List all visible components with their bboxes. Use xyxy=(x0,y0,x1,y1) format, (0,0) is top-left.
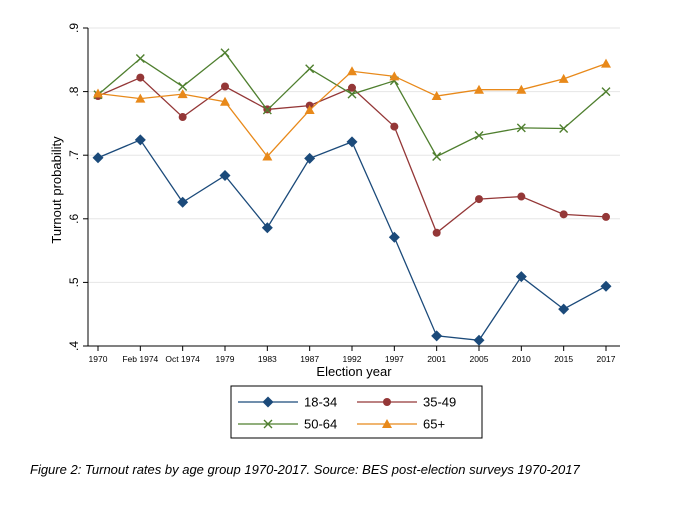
data-point xyxy=(431,91,442,101)
data-point xyxy=(600,280,612,292)
x-tick-label: 1970 xyxy=(89,354,108,364)
data-point xyxy=(262,151,273,161)
data-point xyxy=(220,96,230,106)
legend-label: 50-64 xyxy=(304,417,337,432)
x-axis-ticks: 1970 Feb 1974 Oct 1974 1979 1983 1987 1992 1997… xyxy=(89,346,616,364)
data-point xyxy=(473,334,485,346)
legend-item: 50-64 xyxy=(238,417,337,432)
y-tick-label: .7 xyxy=(67,150,81,160)
data-point xyxy=(558,303,570,315)
data-point xyxy=(136,73,145,82)
x-tick-label: Oct 1974 xyxy=(165,354,200,364)
x-tick-label: 1983 xyxy=(258,354,277,364)
data-point xyxy=(261,222,273,234)
x-tick-label: 2017 xyxy=(597,354,616,364)
data-point xyxy=(177,196,189,208)
x-tick-label: 2015 xyxy=(554,354,573,364)
data-point xyxy=(559,123,569,133)
legend-item: 18-34 xyxy=(238,395,337,410)
x-tick-label: 2010 xyxy=(512,354,531,364)
x-tick-label: 1992 xyxy=(343,354,362,364)
data-point xyxy=(135,93,146,103)
data-point xyxy=(221,82,229,91)
data-point xyxy=(559,210,568,219)
data-point xyxy=(558,73,569,83)
data-point xyxy=(304,105,315,115)
legend: 18-34 35-49 50-64 65+ xyxy=(230,385,483,439)
y-axis-ticks: .4 .5 .6 .7 .8 .9 xyxy=(67,23,88,351)
data-point xyxy=(348,83,356,92)
data-point xyxy=(178,113,187,122)
data-point xyxy=(305,64,315,74)
data-point xyxy=(304,152,316,164)
legend-label: 35-49 xyxy=(423,395,456,410)
data-point xyxy=(515,271,527,283)
data-point xyxy=(431,330,443,342)
data-point xyxy=(92,152,104,164)
data-point xyxy=(177,89,188,99)
series-65+ xyxy=(93,58,611,161)
x-axis-title: Election year xyxy=(316,364,392,379)
data-point xyxy=(390,122,399,131)
x-tick-label: 2001 xyxy=(427,354,446,364)
y-axis-title: Turnout probability xyxy=(49,136,64,244)
data-point xyxy=(389,71,400,81)
data-point xyxy=(178,82,188,92)
data-point xyxy=(219,170,231,182)
data-point xyxy=(347,89,357,99)
x-tick-label: Feb 1974 xyxy=(122,354,158,364)
data-point xyxy=(516,123,526,133)
y-tick-label: .5 xyxy=(67,277,81,287)
data-point xyxy=(220,48,230,58)
legend-marker xyxy=(262,396,274,408)
data-point xyxy=(432,151,442,161)
data-point xyxy=(93,88,103,98)
legend-marker xyxy=(382,419,392,428)
data-point xyxy=(602,212,610,221)
legend-item: 35-49 xyxy=(357,395,456,410)
data-point xyxy=(516,84,527,94)
y-tick-label: .9 xyxy=(67,23,81,33)
data-point xyxy=(347,66,357,76)
data-point xyxy=(474,130,484,140)
legend-item: 65+ xyxy=(357,417,445,432)
data-point xyxy=(388,231,400,243)
x-tick-label: 1997 xyxy=(385,354,404,364)
legend-label: 18-34 xyxy=(304,395,337,410)
series-lines xyxy=(92,48,612,346)
data-point xyxy=(601,87,611,97)
x-tick-label: 2005 xyxy=(470,354,489,364)
turnout-chart: .4 .5 .6 .7 .8 .9 1970 Feb 1974 Oct 1974 1979 198… xyxy=(49,22,620,439)
legend-marker xyxy=(383,398,391,406)
legend-marker xyxy=(263,419,273,429)
data-point xyxy=(135,54,145,64)
data-point xyxy=(517,192,526,201)
data-point xyxy=(432,228,441,237)
figure-caption: Figure 2: Turnout rates by age group 197… xyxy=(30,462,580,477)
y-tick-label: .8 xyxy=(67,86,81,96)
data-point xyxy=(262,105,272,115)
series-18-34 xyxy=(92,134,612,346)
data-point xyxy=(601,58,611,68)
y-tick-label: .6 xyxy=(67,213,81,223)
data-point xyxy=(346,136,358,148)
data-point xyxy=(134,134,146,146)
x-tick-label: 1987 xyxy=(300,354,319,364)
legend-box xyxy=(230,385,483,439)
data-point xyxy=(474,84,484,94)
legend-label: 65+ xyxy=(423,417,445,432)
data-point xyxy=(475,195,483,204)
x-tick-label: 1979 xyxy=(216,354,235,364)
y-tick-label: .4 xyxy=(67,341,81,351)
